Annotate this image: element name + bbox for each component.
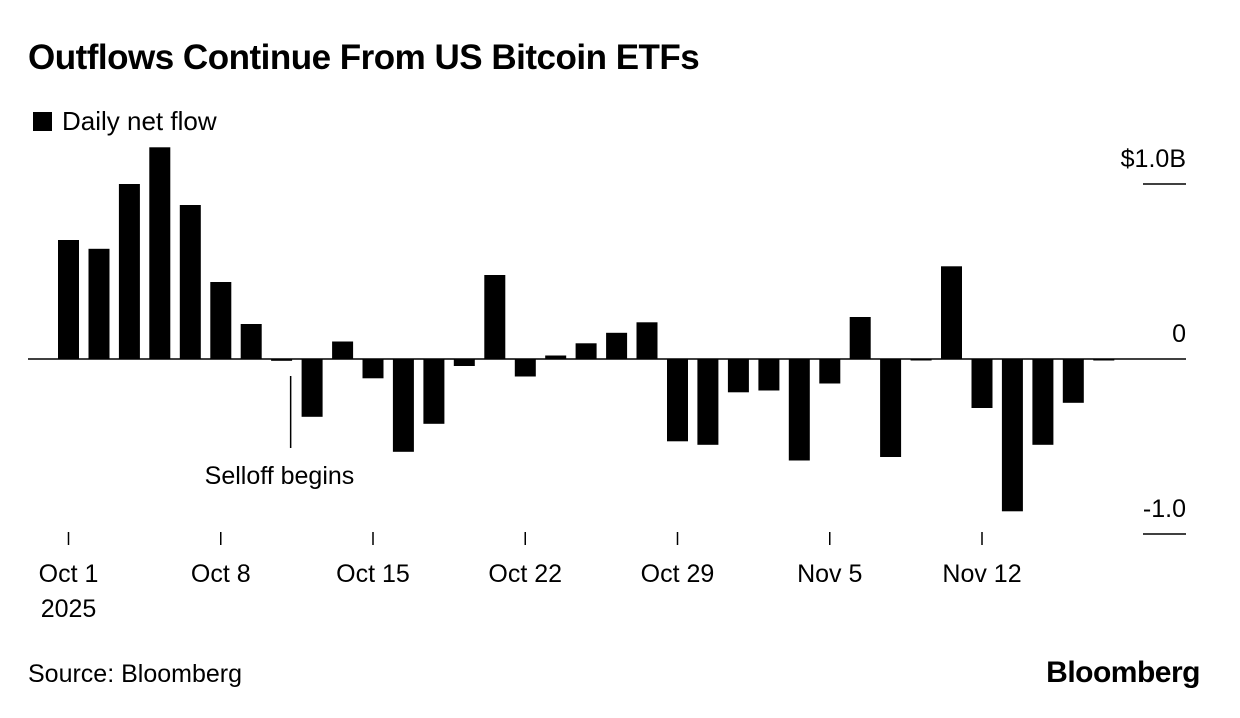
bar-oct-3	[118, 184, 140, 359]
chart-title: Outflows Continue From US Bitcoin ETFs	[28, 38, 700, 77]
bar-oct-28	[636, 322, 658, 360]
bar-oct-1	[58, 240, 79, 359]
y-tick-label: 0	[1172, 320, 1186, 348]
annotation-selloff-begins: Selloff begins	[205, 462, 355, 490]
bar-nov-3	[758, 359, 780, 391]
bar-oct-9	[240, 324, 262, 359]
legend-label: Daily net flow	[62, 106, 217, 136]
bar-oct-31	[727, 359, 749, 393]
bar-oct-10	[271, 359, 293, 361]
legend: Daily net flow	[33, 106, 217, 137]
bar-oct-27	[606, 332, 628, 360]
x-tick-label: Nov 5	[797, 560, 862, 588]
x-tick-label: Oct 1	[39, 560, 99, 588]
x-tick-label: Oct 8	[191, 560, 251, 588]
annotations-group: Selloff begins	[205, 376, 355, 490]
bar-oct-2	[88, 248, 110, 360]
bar-nov-6	[849, 317, 871, 359]
bar-oct-24	[575, 343, 597, 360]
bar-oct-14	[332, 341, 354, 359]
x-tick-label: Oct 22	[488, 560, 562, 588]
x-tick-sublabel: 2025	[41, 595, 97, 623]
bar-oct-13	[301, 359, 323, 417]
bloomberg-logo: Bloomberg	[1046, 656, 1200, 689]
x-tick-label: Oct 29	[641, 560, 715, 588]
bar-oct-7	[179, 205, 201, 359]
bar-oct-20	[453, 359, 475, 366]
bar-oct-6	[149, 147, 171, 360]
x-tick-label: Oct 15	[336, 560, 410, 588]
bar-oct-15	[362, 359, 384, 379]
bar-oct-16	[392, 359, 414, 452]
bar-oct-29	[667, 359, 688, 442]
bar-oct-17	[423, 359, 445, 424]
bar-oct-23	[545, 355, 567, 359]
y-tick-label: $1.0B	[1121, 145, 1186, 173]
bar-oct-8	[210, 282, 232, 359]
bar-nov-7	[880, 359, 902, 457]
source-note: Source: Bloomberg	[28, 660, 243, 688]
bar-nov-5	[819, 359, 841, 384]
bar-oct-21	[484, 275, 506, 359]
bar-oct-30	[697, 359, 719, 445]
axes-group: $1.0B 0 -1.0 Oct 1 2025 Oct 8 Oct 15 Oct 22 Oct …	[28, 145, 1186, 623]
bar-nov-4	[788, 359, 810, 461]
y-tick-label: -1.0	[1143, 495, 1186, 523]
bar-nov-17	[1062, 359, 1084, 403]
bar-oct-22	[514, 359, 536, 377]
bar-nov-12	[971, 359, 993, 408]
bars-group	[58, 147, 1115, 512]
bar-nov-13	[1001, 359, 1023, 512]
bar-nov-11	[941, 266, 962, 360]
bar-nov-14	[1032, 359, 1054, 445]
legend-swatch	[33, 112, 52, 131]
x-tick-label: Nov 12	[942, 560, 1021, 588]
